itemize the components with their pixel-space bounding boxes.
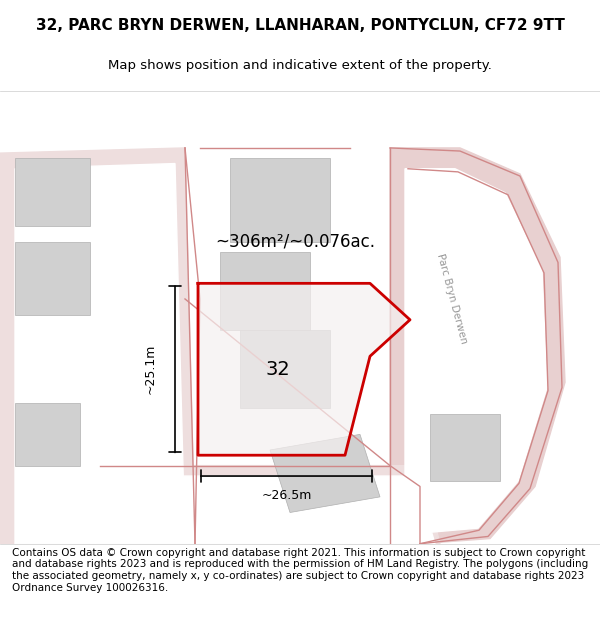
Text: Contains OS data © Crown copyright and database right 2021. This information is : Contains OS data © Crown copyright and d… — [12, 548, 588, 592]
Text: Map shows position and indicative extent of the property.: Map shows position and indicative extent… — [108, 59, 492, 72]
Polygon shape — [95, 476, 435, 544]
Polygon shape — [220, 252, 310, 330]
Text: ~26.5m: ~26.5m — [262, 489, 311, 501]
Polygon shape — [270, 434, 380, 512]
Text: Parc Bryn Derwen: Parc Bryn Derwen — [435, 253, 469, 345]
Polygon shape — [80, 466, 440, 544]
Polygon shape — [15, 242, 90, 314]
Polygon shape — [405, 169, 547, 544]
Text: 32: 32 — [266, 360, 290, 379]
Text: ~25.1m: ~25.1m — [144, 344, 157, 394]
Polygon shape — [15, 158, 90, 226]
Polygon shape — [240, 330, 330, 408]
Polygon shape — [15, 403, 80, 466]
Polygon shape — [390, 148, 565, 544]
Polygon shape — [430, 414, 500, 481]
Polygon shape — [15, 164, 185, 544]
Polygon shape — [0, 148, 195, 544]
Text: ~306m²/~0.076ac.: ~306m²/~0.076ac. — [215, 232, 375, 251]
Polygon shape — [230, 158, 330, 242]
Text: 32, PARC BRYN DERWEN, LLANHARAN, PONTYCLUN, CF72 9TT: 32, PARC BRYN DERWEN, LLANHARAN, PONTYCL… — [35, 18, 565, 33]
Polygon shape — [198, 283, 410, 455]
